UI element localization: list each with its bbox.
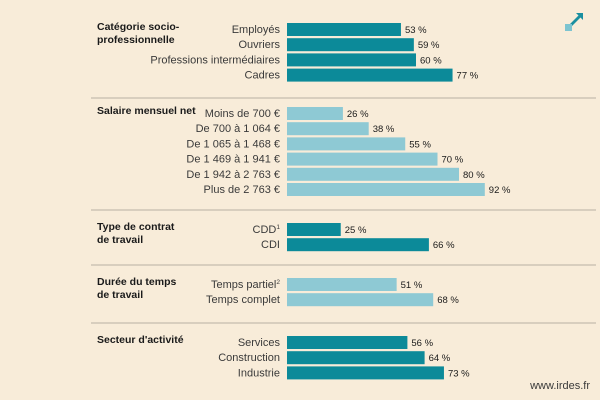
category-label: De 700 à 1 064 € <box>196 123 280 135</box>
group-title-line: Catégorie socio- <box>97 21 180 33</box>
group-title: Catégorie socio-professionnelle <box>97 21 180 46</box>
group-title-line: Salaire mensuel net <box>97 105 196 117</box>
bar <box>287 278 397 291</box>
category-label: Services <box>238 337 281 349</box>
bar <box>287 68 453 82</box>
value-label: 56 % <box>411 338 433 349</box>
category-label-text: Temps complet <box>206 294 280 306</box>
value-label: 73 % <box>448 368 470 379</box>
value-label: 68 % <box>437 295 459 306</box>
category-label-text: Plus de 2 763 € <box>204 184 280 196</box>
value-label: 70 % <box>442 155 464 166</box>
group-title-line: Durée du temps <box>97 276 177 288</box>
category-label: Construction <box>218 352 280 364</box>
bar <box>287 53 416 67</box>
category-label-text: De 1 065 à 1 468 € <box>186 138 280 150</box>
category-label-text: De 1 942 à 2 763 € <box>186 169 280 181</box>
bar <box>287 183 485 196</box>
group-title-line: Type de contrat <box>97 221 175 233</box>
category-label-text: Construction <box>218 352 280 364</box>
category-label-text: CDI <box>261 239 280 251</box>
value-label: 51 % <box>401 280 423 291</box>
value-label: 66 % <box>433 240 455 251</box>
bar <box>287 351 425 365</box>
value-label: 92 % <box>489 185 511 196</box>
group-title-line: de travail <box>97 234 143 246</box>
footnote-marker: 2 <box>276 279 280 286</box>
value-label: 80 % <box>463 170 485 181</box>
group-title-line: de travail <box>97 289 143 301</box>
category-label-text: Industrie <box>238 367 280 379</box>
category-label: Plus de 2 763 € <box>204 184 280 196</box>
group-title: Secteur d'activité <box>97 334 184 346</box>
value-label: 53 % <box>405 25 427 36</box>
category-label-text: Moins de 700 € <box>205 108 280 120</box>
bar <box>287 107 343 120</box>
bar <box>287 167 459 181</box>
bar <box>287 38 414 52</box>
category-label: CDD1 <box>253 224 281 236</box>
bar <box>287 137 406 151</box>
value-label: 59 % <box>418 40 440 51</box>
category-label-text: Services <box>238 337 281 349</box>
value-label: 64 % <box>429 353 451 364</box>
footer-url[interactable]: www.irdes.fr <box>530 380 590 392</box>
group-title: Type de contrat de travail <box>97 221 175 246</box>
value-label: 77 % <box>457 71 479 82</box>
category-label-text: Temps partiel <box>211 279 276 291</box>
value-label: 38 % <box>373 124 395 135</box>
category-label: Industrie <box>238 367 280 379</box>
group-title-line: professionnelle <box>97 34 175 46</box>
expand-arrow-icon[interactable] <box>564 12 584 32</box>
category-label: Employés <box>232 24 281 36</box>
value-label: 25 % <box>345 225 367 236</box>
category-label: Moins de 700 € <box>205 108 280 120</box>
bar <box>287 23 401 36</box>
group-title: Salaire mensuel net <box>97 105 196 117</box>
bar <box>287 238 429 252</box>
group-title: Durée du temps de travail <box>97 276 177 301</box>
group-title-line: Secteur d'activité <box>97 334 184 346</box>
category-label: Ouvriers <box>238 39 280 51</box>
category-label: Temps partiel2 <box>211 279 280 291</box>
category-label-text: CDD <box>253 224 277 236</box>
category-label: Professions intermédiaires <box>150 54 280 66</box>
value-label: 60 % <box>420 55 442 66</box>
category-label-text: Professions intermédiaires <box>150 54 280 66</box>
footnote-marker: 1 <box>276 224 280 231</box>
bar <box>287 122 369 136</box>
category-label-text: Employés <box>232 24 281 36</box>
category-label: De 1 469 à 1 941 € <box>186 154 280 166</box>
category-label: CDI <box>261 239 280 251</box>
bar <box>287 366 444 380</box>
value-label: 26 % <box>347 109 369 120</box>
bar <box>287 223 341 236</box>
category-label: Cadres <box>245 70 281 82</box>
bar <box>287 336 408 349</box>
category-label-text: De 1 469 à 1 941 € <box>186 154 280 166</box>
category-label-text: Ouvriers <box>238 39 280 51</box>
category-label-text: De 700 à 1 064 € <box>196 123 280 135</box>
category-label: De 1 942 à 2 763 € <box>186 169 280 181</box>
bar <box>287 152 438 166</box>
bar <box>287 293 434 307</box>
value-label: 55 % <box>409 139 431 150</box>
category-label: Temps complet <box>206 294 280 306</box>
category-label: De 1 065 à 1 468 € <box>186 138 280 150</box>
category-label-text: Cadres <box>245 70 281 82</box>
